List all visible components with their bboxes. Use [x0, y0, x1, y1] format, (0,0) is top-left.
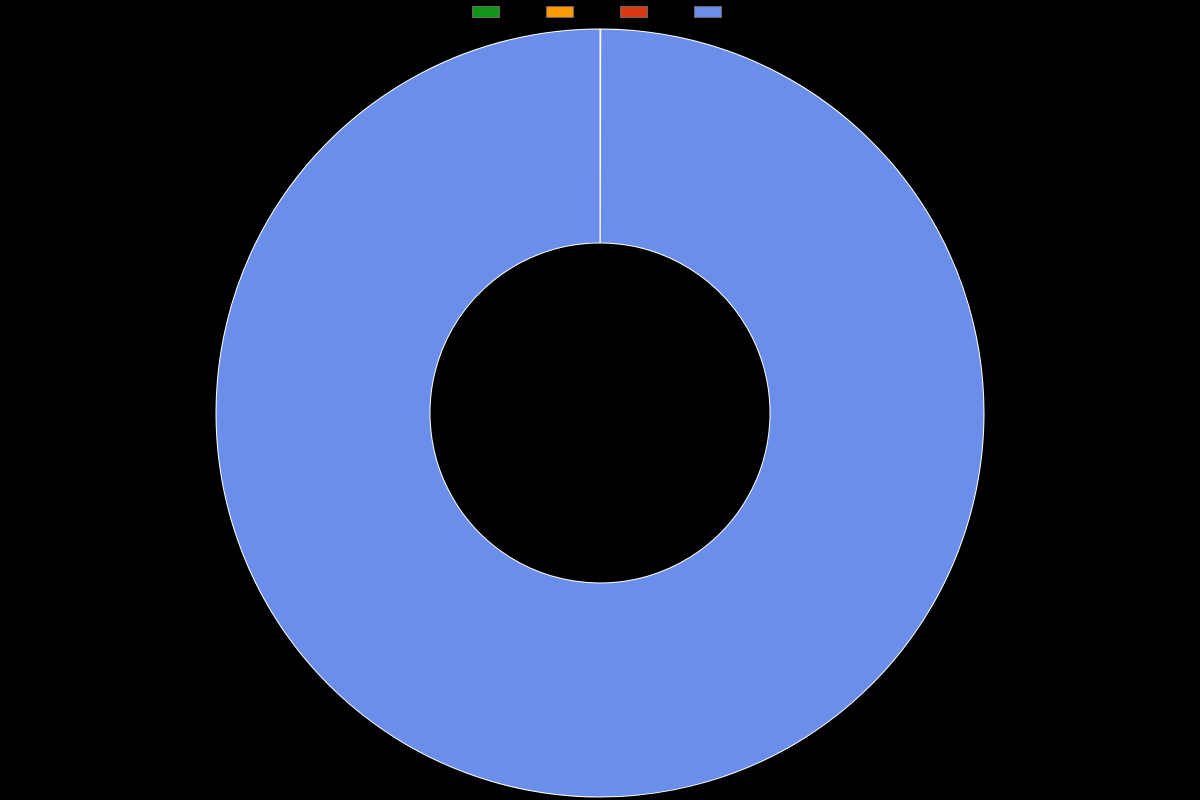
- donut-chart: [0, 26, 1200, 800]
- donut-svg: [0, 26, 1200, 800]
- chart-legend: [472, 6, 728, 18]
- legend-swatch-3: [694, 6, 722, 18]
- legend-swatch-1: [546, 6, 574, 18]
- legend-item-1[interactable]: [546, 6, 580, 18]
- legend-item-3[interactable]: [694, 6, 728, 18]
- donut-slice[interactable]: [216, 29, 984, 797]
- legend-item-2[interactable]: [620, 6, 654, 18]
- legend-item-0[interactable]: [472, 6, 506, 18]
- legend-swatch-2: [620, 6, 648, 18]
- legend-swatch-0: [472, 6, 500, 18]
